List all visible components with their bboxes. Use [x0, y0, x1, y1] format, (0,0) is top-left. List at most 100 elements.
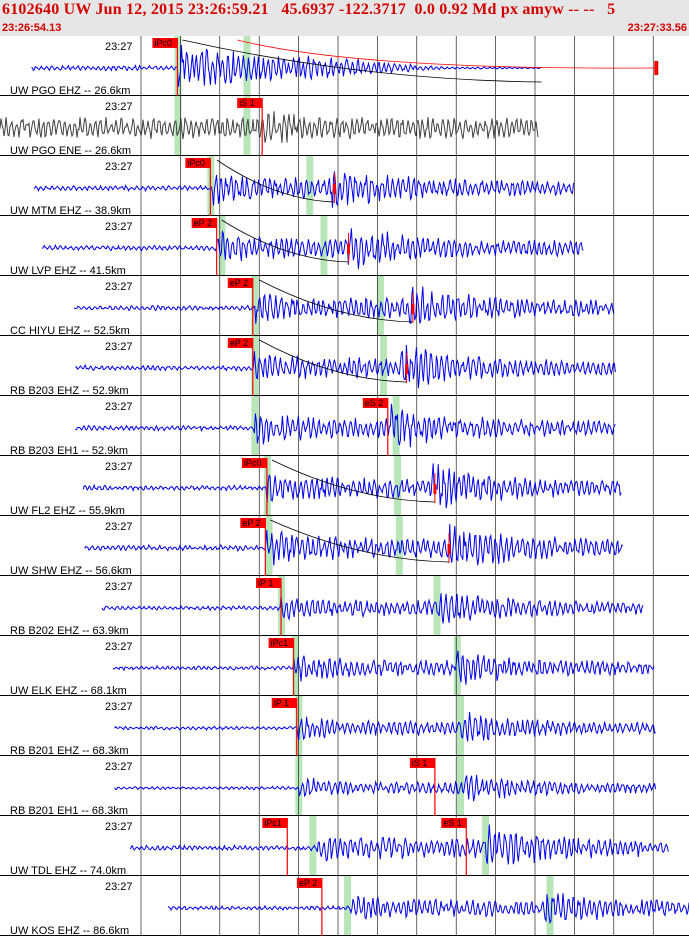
phase-pick-flag [152, 38, 178, 48]
phase-pick-flag [409, 758, 435, 768]
predicted-arrival-band [265, 516, 273, 576]
phase-pick-flag [362, 398, 388, 408]
station-row: 23:27 eP 2 UW LVP EHZ -- 41.5km [0, 216, 689, 277]
phase-pick-label: eP 2 [230, 278, 248, 288]
amplitude-marker [411, 304, 415, 314]
predicted-arrival-band [309, 816, 317, 876]
waveform-trace [101, 593, 644, 624]
station-row: 23:27 eP 2 RB B203 EHZ -- 52.9km [0, 336, 689, 397]
station-row: 23:27 iS 1 RB B201 EH1 -- 68.3km [0, 756, 689, 817]
station-label: RB B201 EH1 -- 68.3km [10, 805, 128, 817]
row-time-label: 23:27 [105, 101, 133, 113]
row-time-label: 23:27 [105, 821, 133, 833]
phase-pick-flag [262, 818, 288, 828]
station-label: RB B203 EH1 -- 52.9km [10, 445, 128, 457]
waveform-trace [112, 650, 655, 685]
station-row: 23:27 iPc0 UW PGO EHZ -- 26.6km [0, 36, 689, 97]
station-label: RB B203 EHZ -- 52.9km [10, 385, 129, 397]
station-label: CC HIYU EHZ -- 52.5km [10, 325, 130, 337]
station-row: 23:27 iPc1 UW ELK EHZ -- 68.1km [0, 636, 689, 697]
station-row: 23:27 iPc0 UW MTM EHZ -- 38.9km [0, 156, 689, 217]
phase-pick-label: iP 1 [258, 578, 273, 588]
phase-pick-flag [240, 518, 266, 528]
coda-end-mark [654, 61, 659, 75]
row-time-label: 23:27 [105, 461, 133, 473]
window-start-time: 23:26:54.13 [2, 22, 62, 34]
row-time-label: 23:27 [105, 281, 133, 293]
amplitude-marker [433, 484, 437, 494]
phase-pick-label: iPc0 [187, 158, 205, 168]
row-time-label: 23:27 [105, 761, 133, 773]
waveform-trace [75, 344, 616, 389]
event-summary-title: 6102640 UW Jun 12, 2015 23:26:59.21 45.6… [2, 1, 616, 18]
row-time-label: 23:27 [105, 161, 133, 173]
station-label: UW MTM EHZ -- 38.9km [10, 205, 131, 217]
coda-curve [259, 339, 407, 383]
predicted-arrival-band [546, 876, 554, 936]
phase-pick-label: eP 2 [299, 878, 317, 888]
station-label: UW ELK EHZ -- 68.1km [10, 685, 127, 697]
amplitude-marker [332, 184, 336, 194]
station-row: 23:27 eP 2 UW KOS EHZ -- 86.6km [0, 876, 689, 937]
row-time-label: 23:27 [105, 41, 133, 53]
waveform-trace [0, 111, 539, 143]
row-time-label: 23:27 [105, 641, 133, 653]
phase-pick-flag [296, 878, 322, 888]
coda-curve [270, 519, 450, 563]
phase-pick-label: eS 1 [443, 818, 462, 828]
event-header: 6102640 UW Jun 12, 2015 23:26:59.21 45.6… [0, 0, 689, 36]
coda-curve [221, 219, 349, 263]
phase-pick-flag [241, 458, 267, 468]
waveform-trace [84, 523, 624, 566]
station-label: UW SHW EHZ -- 56.6km [10, 565, 132, 577]
phase-pick-label: iS 1 [412, 758, 428, 768]
phase-pick-label: iPc0 [244, 458, 262, 468]
row-time-label: 23:27 [105, 701, 133, 713]
phase-pick-flag [237, 98, 263, 108]
row-time-label: 23:27 [105, 341, 133, 353]
station-label: UW FL2 EHZ -- 55.9km [10, 505, 125, 517]
predicted-arrival-band [453, 636, 461, 696]
amplitude-marker [347, 244, 351, 254]
row-time-label: 23:27 [105, 221, 133, 233]
station-label: RB B202 EHZ -- 63.9km [10, 625, 129, 637]
phase-pick-label: eP 2 [194, 218, 212, 228]
waveform-trace [73, 286, 615, 325]
station-label: UW TDL EHZ -- 74.0km [10, 865, 126, 877]
phase-pick-flag [268, 638, 294, 648]
waveform-trace [114, 774, 657, 802]
phase-pick-flag [185, 158, 211, 168]
station-label: UW PGO EHZ -- 26.6km [10, 85, 130, 97]
predicted-arrival-band [306, 156, 314, 216]
station-row: 23:27 eP 2 UW SHW EHZ -- 56.6km [0, 516, 689, 577]
phase-pick-label: iS 1 [239, 98, 255, 108]
predicted-arrival-band [174, 96, 182, 156]
phase-pick-flag [441, 818, 467, 828]
row-time-label: 23:27 [105, 401, 133, 413]
station-row: 23:27 iPc1 eS 1 UW TDL EHZ -- 74.0km [0, 816, 689, 877]
seismogram-panel: 23:27 iPc0 UW PGO EHZ -- 26.6km 23:27 iS 1 UW… [0, 36, 689, 937]
phase-pick-label: iPc0 [154, 38, 172, 48]
predicted-arrival-band [433, 576, 441, 636]
phase-pick-flag [271, 698, 297, 708]
predicted-arrival-band [251, 336, 259, 396]
coda-curve [182, 39, 542, 83]
coda-duration-curve [237, 39, 657, 69]
row-time-label: 23:27 [105, 881, 133, 893]
phase-pick-label: eP 2 [242, 518, 260, 528]
phase-pick-label: eP 2 [230, 338, 248, 348]
waveform-trace [41, 228, 584, 270]
row-time-label: 23:27 [105, 581, 133, 593]
station-row: 23:27 eS 2 RB B203 EH1 -- 52.9km [0, 396, 689, 457]
coda-curve [216, 159, 335, 203]
phase-pick-flag [191, 218, 217, 228]
station-label: RB B201 EHZ -- 68.3km [10, 745, 129, 757]
phase-pick-label: eS 2 [365, 398, 384, 408]
station-row: 23:27 eP 2 CC HIYU EHZ -- 52.5km [0, 276, 689, 337]
coda-curve [271, 459, 435, 503]
waveform-trace [31, 45, 542, 88]
station-label: UW PGO ENE -- 26.6km [10, 145, 131, 157]
predicted-arrival-band [380, 336, 388, 396]
station-row: 23:27 iP 1 RB B201 EHZ -- 68.3km [0, 696, 689, 757]
station-label: UW LVP EHZ -- 41.5km [10, 265, 126, 277]
